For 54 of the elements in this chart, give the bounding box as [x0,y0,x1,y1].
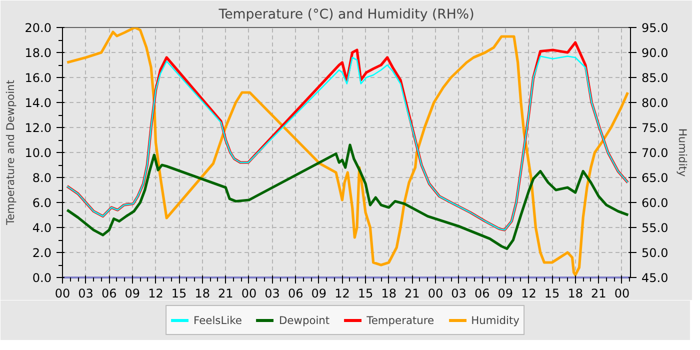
y2-tick-label: 75.0 [642,121,668,135]
x-tick-label: 15 [358,286,374,300]
x-tick-label: 12 [334,286,350,300]
x-tick-label: 06 [101,286,117,300]
x-tick-label: 15 [544,286,560,300]
y2-tick-label: 85.0 [642,71,668,85]
y-tick-label: 20.0 [24,21,52,35]
y-tick-label: 10.0 [24,146,52,160]
x-tick-label: 00 [54,286,70,300]
x-tick-label: 06 [288,286,304,300]
legend-label: Dewpoint [278,314,330,326]
x-tick-label: 18 [381,286,396,300]
legend-label: Humidity [471,314,520,326]
x-tick-label: 09 [311,286,327,300]
y2-tick-label: 55.0 [642,221,668,235]
x-tick-label: 21 [591,286,606,300]
x-tick-label: 21 [218,286,234,300]
y-tick-label: 2.0 [32,246,52,260]
x-tick-label: 21 [404,286,420,300]
x-tick-label: 00 [614,286,630,300]
y-axis-title: Temperature and Dewpoint [4,80,17,226]
y-tick-label: 14.0 [24,96,52,110]
legend-label: FeelsLike [194,314,242,326]
y-tick-label: 16.0 [24,71,52,85]
x-tick-label: 18 [568,286,583,300]
y2-tick-label: 50.0 [642,246,668,260]
y-tick-label: 0.0 [32,271,52,285]
y2-tick-label: 45.0 [642,271,668,285]
y2-axis-title: Humidity [676,128,690,177]
chart-title: Temperature (°C) and Humidity (RH%) [218,8,474,22]
x-tick-label: 06 [474,286,490,300]
y-tick-label: 12.0 [24,121,52,135]
x-tick-label: 18 [194,286,210,300]
x-tick-label: 00 [241,286,257,300]
x-tick-label: 03 [264,286,280,300]
y-tick-label: 4.0 [32,221,52,235]
x-tick-label: 00 [428,286,444,300]
y2-tick-label: 70.0 [642,146,668,160]
x-tick-label: 03 [451,286,466,300]
x-tick-label: 09 [498,286,514,300]
x-tick-label: 09 [124,286,140,300]
x-tick-label: 12 [521,286,536,300]
y-tick-label: 6.0 [32,196,52,210]
y2-tick-label: 90.0 [642,46,668,60]
x-tick-label: 03 [78,286,94,300]
y2-tick-label: 95.0 [642,21,668,35]
y2-tick-label: 80.0 [642,96,668,110]
x-tick-label: 15 [171,286,187,300]
y2-tick-label: 60.0 [642,196,668,210]
x-tick-label: 12 [148,286,164,300]
y-tick-label: 18.0 [24,46,52,60]
y-tick-label: 8.0 [32,171,52,185]
legend-label: Temperature [366,314,434,326]
y2-tick-label: 65.0 [642,171,668,185]
